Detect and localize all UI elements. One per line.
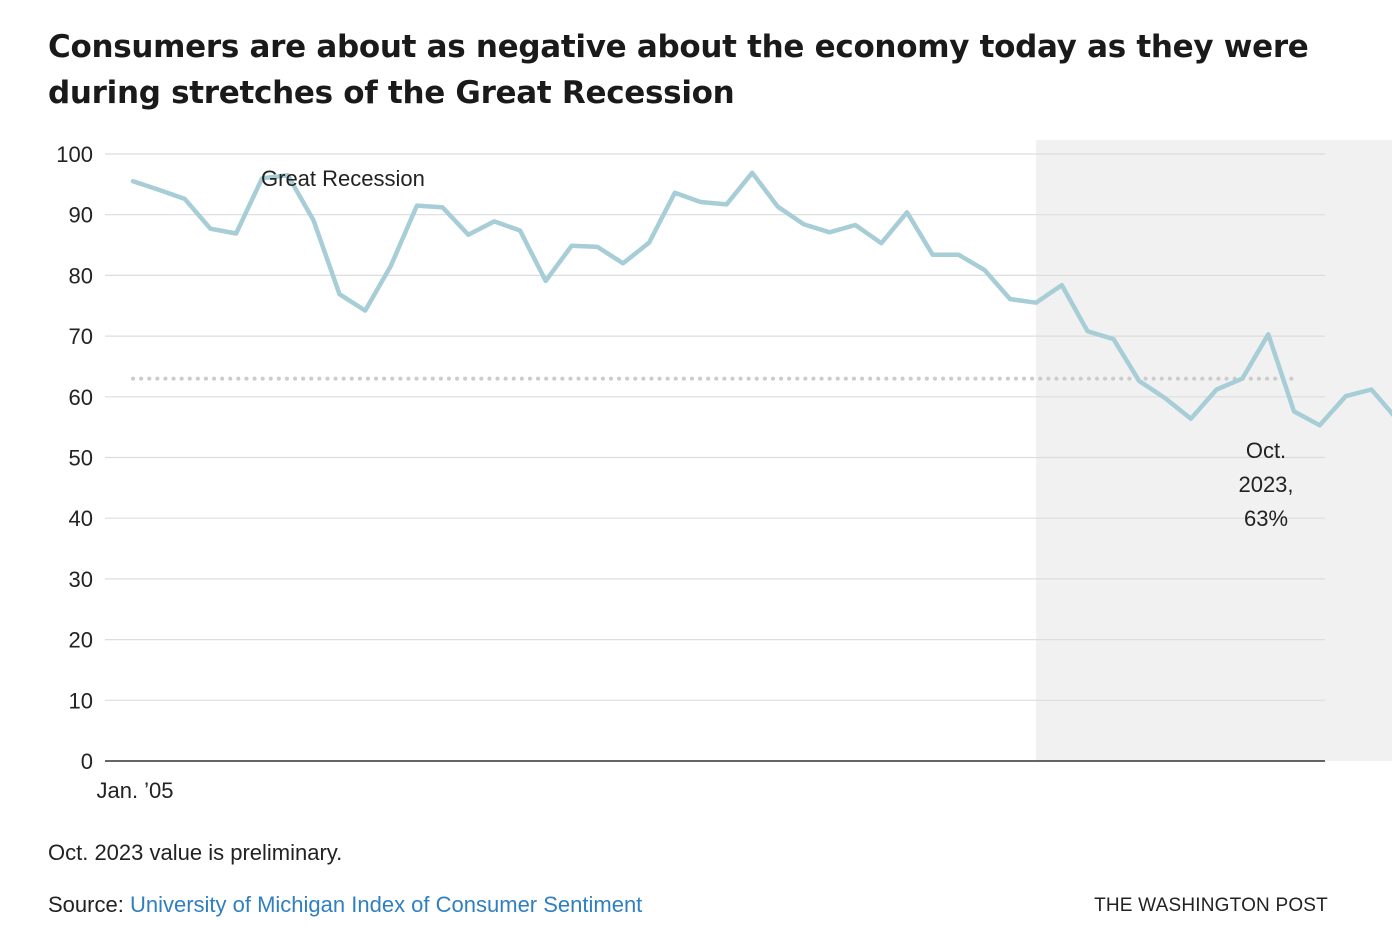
y-tick-label: 80 [69, 263, 93, 288]
y-axis-ticks: 0 10 20 30 40 50 60 70 80 90 100 [56, 142, 93, 774]
annotation-label-line: 2023, [1238, 472, 1293, 497]
shaded-region-label: Great Recession [261, 166, 425, 191]
y-tick-label: 40 [69, 506, 93, 531]
x-tick-label: Jan. ’05 [96, 778, 173, 803]
y-tick-label: 20 [69, 628, 93, 653]
source-label: Source: [48, 892, 124, 917]
y-tick-label: 90 [69, 203, 93, 228]
annotation-label-line: Oct. [1246, 438, 1286, 463]
y-tick-label: 100 [56, 142, 93, 167]
y-tick-label: 60 [69, 385, 93, 410]
line-chart: 0 10 20 30 40 50 60 70 80 90 100 Jan. ’05Jan. ’10J… [56, 140, 1392, 803]
shaded-region-0 [1036, 140, 1392, 761]
shaded-regions [1036, 140, 1392, 761]
source-line: Source: University of Michigan Index of … [48, 892, 642, 918]
annotation-label-line: 63% [1244, 506, 1288, 531]
chart-title: Consumers are about as negative about th… [48, 29, 1309, 111]
gridlines [105, 153, 1325, 762]
series-line-0 [130, 170, 1392, 428]
publisher-credit: THE WASHINGTON POST [1094, 895, 1328, 916]
y-tick-label: 30 [69, 567, 93, 592]
y-tick-label: 70 [69, 324, 93, 349]
footnote: Oct. 2023 value is preliminary. [48, 840, 343, 865]
x-axis-ticks: Jan. ’05Jan. ’10Jan. ’15Jan. ’20 [96, 778, 173, 803]
series-group [130, 170, 1392, 428]
annotations: Great Recession Oct. 2023, 63% [261, 166, 1294, 531]
y-tick-label: 50 [69, 446, 93, 471]
y-tick-label: 0 [81, 749, 93, 774]
y-tick-label: 10 [69, 688, 93, 713]
source-link[interactable]: University of Michigan Index of Consumer… [129, 892, 643, 917]
